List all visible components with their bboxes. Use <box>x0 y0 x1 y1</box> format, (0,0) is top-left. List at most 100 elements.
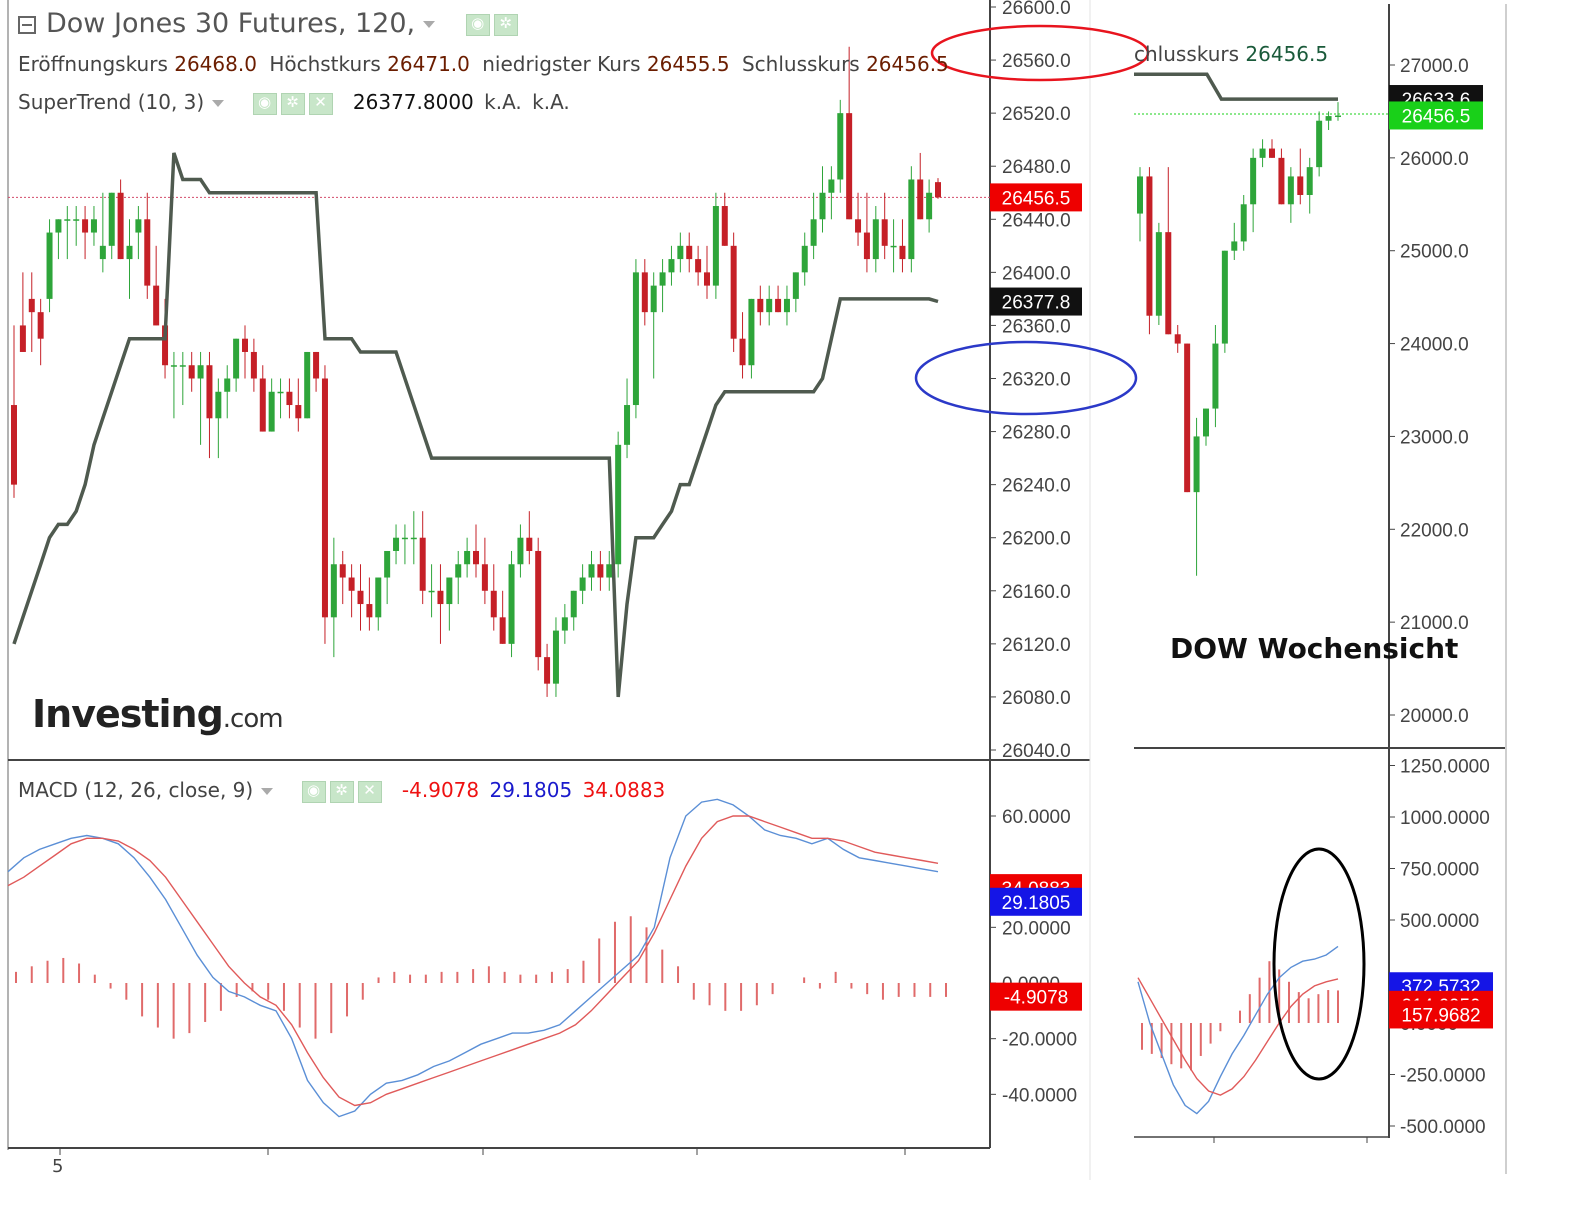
close-icon[interactable] <box>308 92 333 115</box>
supertrend-badge: 26377.8 <box>1002 293 1071 314</box>
candle-body <box>437 590 444 605</box>
candle-body <box>242 338 248 352</box>
candle-body <box>277 391 284 394</box>
candle-body <box>401 537 408 540</box>
weekly-candle-body <box>1269 148 1275 158</box>
candle-body <box>881 219 888 246</box>
chevron-down-icon[interactable] <box>212 100 225 107</box>
weekly-candle-body <box>1231 241 1238 251</box>
candle-body <box>268 391 275 432</box>
candle-body <box>259 378 266 432</box>
candle-body <box>588 564 595 578</box>
candle-body <box>233 338 240 379</box>
price-tick-label: 26360.0 <box>1002 316 1071 337</box>
macd-line-value: 29.1805 <box>489 778 573 802</box>
price-tick-label: 26560.0 <box>1002 51 1071 72</box>
candle-body <box>419 537 426 591</box>
macd-histogram <box>15 916 947 1039</box>
close-icon[interactable] <box>357 780 382 803</box>
gear-icon[interactable] <box>280 92 305 115</box>
candle-body <box>304 351 311 419</box>
weekly-candle-body <box>1146 176 1153 316</box>
candle-body <box>393 537 400 551</box>
annotation-black-ellipse <box>1272 847 1366 1081</box>
weekly-candle-body <box>1174 334 1181 344</box>
weekly-macd-tick-label: -250.0000 <box>1400 1066 1486 1087</box>
price-axis: 26600.0 26560.0 26520.0 26480.0 26440.0 26400… <box>990 0 1071 762</box>
candle-body <box>348 577 355 591</box>
collapse-icon[interactable] <box>18 15 36 34</box>
high-label: Höchstkurs <box>269 52 381 76</box>
candle-body <box>455 564 462 578</box>
chevron-down-icon[interactable] <box>423 21 436 28</box>
weekly-candle-body <box>1203 408 1209 437</box>
weekly-macd-tick-label: -500.0000 <box>1400 1117 1486 1138</box>
high-value: 26471.0 <box>387 52 470 76</box>
gear-icon[interactable] <box>493 13 518 36</box>
candle-body <box>490 590 497 618</box>
macd-tick-label: -20.0000 <box>1002 1030 1077 1051</box>
weekly-header: chlusskurs 26456.5 <box>1134 42 1328 66</box>
candle-body <box>197 365 204 379</box>
candle-body <box>446 577 453 605</box>
ohlc-row: Eröffnungskurs 26468.0 Höchstkurs 26471.… <box>18 52 949 76</box>
candle-body <box>801 245 808 273</box>
candle-body <box>464 550 471 565</box>
candle-body <box>90 219 97 233</box>
weekly-price-badge: 26456.5 <box>1402 106 1471 127</box>
candle-body <box>624 405 631 445</box>
weekly-tick-label: 26000.0 <box>1400 149 1469 170</box>
candle-body <box>188 365 195 379</box>
candle-body <box>899 245 906 260</box>
eye-icon[interactable] <box>301 780 326 803</box>
candle-body <box>99 245 106 260</box>
price-tick-label: 26480.0 <box>1002 157 1071 178</box>
macd-line <box>7 798 939 1118</box>
x-axis-label: 5 <box>52 1156 64 1177</box>
candle-body <box>162 325 169 366</box>
price-badges: 26456.5 26377.8 <box>990 183 1082 316</box>
annotation-blue-ellipse <box>914 340 1138 416</box>
candle-body <box>766 298 773 313</box>
macd-line-badge-bg <box>990 887 1082 916</box>
weekly-hist-badge: 157.9682 <box>1401 1005 1480 1026</box>
weekly-candle-body <box>1184 343 1191 493</box>
weekly-tick-label: 23000.0 <box>1400 427 1469 448</box>
candle-body <box>748 298 755 366</box>
macd-hist-badge: -4.9078 <box>1004 988 1068 1009</box>
candle-body <box>650 285 657 313</box>
weekly-price-axis: 27000.0 26000.0 25000.0 24000.0 23000.0 22000… <box>1389 56 1469 727</box>
weekly-candle-body <box>1287 176 1294 205</box>
candle-body <box>250 351 257 379</box>
gear-icon[interactable] <box>329 780 354 803</box>
eye-icon[interactable] <box>252 92 277 115</box>
weekly-tick-label: 25000.0 <box>1400 242 1469 263</box>
chart-title: Dow Jones 30 Futures, 120, <box>46 8 416 39</box>
candle-body <box>872 219 879 260</box>
chevron-down-icon[interactable] <box>261 788 274 795</box>
candle-body <box>561 617 568 631</box>
candle-body <box>215 391 222 419</box>
supertrend-row: SuperTrend (10, 3) 26377.8000 k.A. k.A. <box>18 90 570 115</box>
weekly-macd-tick-label: 1000.0000 <box>1400 808 1490 829</box>
candle-body <box>357 590 364 605</box>
price-badge: 26456.5 <box>1002 188 1071 209</box>
candles <box>11 46 941 697</box>
open-label: Eröffnungskurs <box>18 52 168 76</box>
candle-body <box>783 298 790 313</box>
candle-body <box>775 298 782 313</box>
candle-body <box>313 351 320 379</box>
weekly-supertrend-line <box>1134 72 1338 101</box>
candle-body <box>286 391 293 406</box>
price-badge-bg <box>990 183 1082 212</box>
supertrend-line <box>12 152 939 698</box>
candle-body <box>863 232 870 260</box>
weekly-candle-body <box>1335 115 1341 118</box>
candle-body <box>712 206 719 286</box>
candle-body <box>704 272 710 286</box>
x-axis-ticks <box>59 1148 906 1155</box>
eye-icon[interactable] <box>465 13 490 36</box>
